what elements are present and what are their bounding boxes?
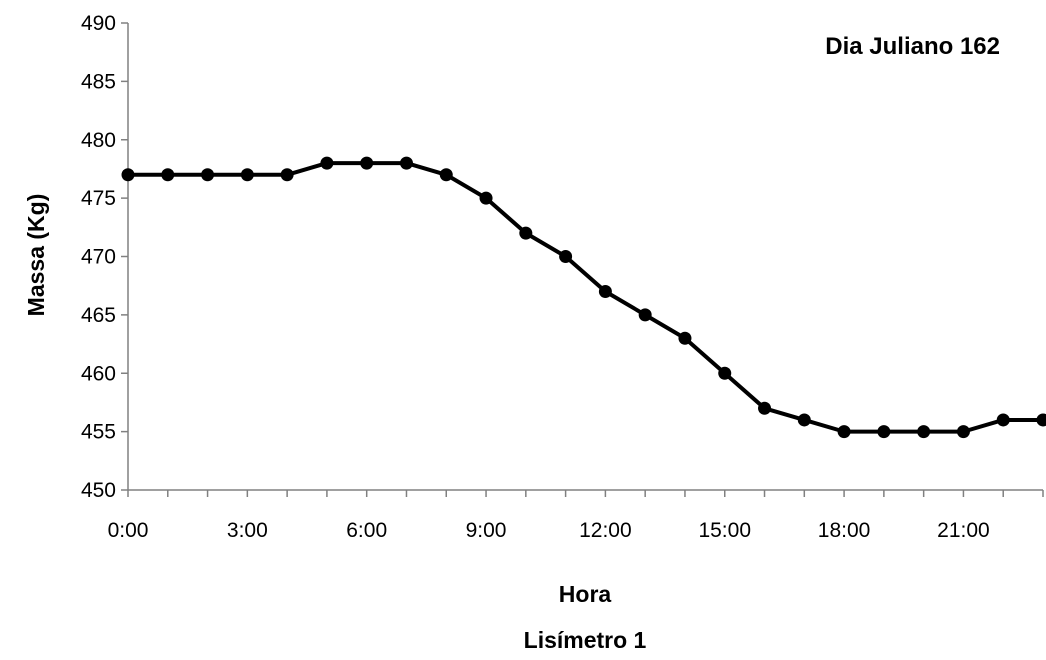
x-tick-label: 21:00	[937, 519, 990, 542]
data-point	[440, 168, 453, 181]
y-tick-label: 465	[81, 304, 116, 327]
data-point	[678, 332, 691, 345]
data-point	[718, 367, 731, 380]
data-point	[1037, 413, 1046, 426]
data-point	[400, 157, 413, 170]
x-tick-label: 9:00	[466, 519, 507, 542]
data-point	[281, 168, 294, 181]
x-axis-title: Hora	[559, 581, 612, 607]
data-point	[122, 168, 135, 181]
y-tick-label: 475	[81, 187, 116, 210]
x-tick-label: 0:00	[108, 519, 149, 542]
x-tick-label: 3:00	[227, 519, 268, 542]
data-point	[877, 425, 890, 438]
y-axis-title: Massa (Kg)	[23, 194, 49, 317]
data-point	[161, 168, 174, 181]
y-tick-label: 455	[81, 421, 116, 444]
y-axis: 450 455 460 465 470 475 480 485 490	[81, 12, 128, 502]
series-line-path	[128, 163, 1043, 432]
x-tick-label: 18:00	[818, 519, 871, 542]
data-point	[559, 250, 572, 263]
data-point	[798, 413, 811, 426]
x-tick-label: 12:00	[579, 519, 632, 542]
data-point	[997, 413, 1010, 426]
data-point	[360, 157, 373, 170]
data-point	[241, 168, 254, 181]
y-tick-label: 485	[81, 70, 116, 93]
data-point	[201, 168, 214, 181]
series-line	[122, 157, 1046, 439]
data-point	[639, 308, 652, 321]
data-point	[917, 425, 930, 438]
data-point	[758, 402, 771, 415]
y-tick-label: 450	[81, 479, 116, 502]
x-tick-label: 15:00	[698, 519, 751, 542]
y-tick-label: 490	[81, 12, 116, 35]
data-point	[320, 157, 333, 170]
chart-caption: Lisímetro 1	[524, 627, 647, 653]
data-point	[519, 227, 532, 240]
chart-annotation: Dia Juliano 162	[825, 33, 1000, 60]
x-tick-label: 6:00	[346, 519, 387, 542]
y-tick-label: 470	[81, 246, 116, 269]
x-axis: 0:00 3:00 6:00 9:00 12:00 15:00 18:00 21:00	[108, 490, 1043, 542]
data-point	[957, 425, 970, 438]
y-tick-label: 460	[81, 362, 116, 385]
data-point	[838, 425, 851, 438]
data-point	[480, 192, 493, 205]
data-point	[599, 285, 612, 298]
y-tick-label: 480	[81, 129, 116, 152]
